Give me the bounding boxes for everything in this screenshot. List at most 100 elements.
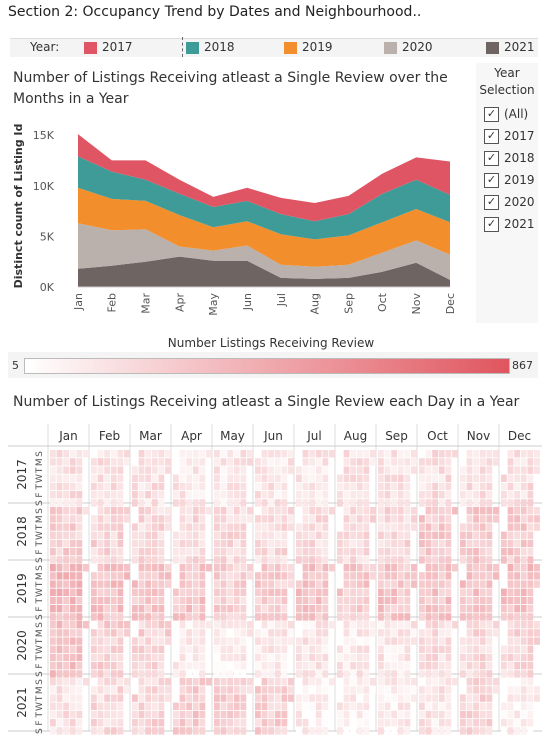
day-cell[interactable] <box>132 613 138 621</box>
day-cell[interactable] <box>63 531 70 539</box>
day-cell[interactable] <box>91 605 97 613</box>
day-cell[interactable] <box>356 605 363 613</box>
day-cell[interactable] <box>404 531 411 539</box>
day-cell[interactable] <box>158 637 165 645</box>
day-cell[interactable] <box>363 474 370 482</box>
day-cell[interactable] <box>63 605 70 613</box>
day-cell[interactable] <box>419 458 425 466</box>
day-cell[interactable] <box>479 653 486 662</box>
day-cell[interactable] <box>486 653 493 662</box>
day-cell[interactable] <box>356 580 363 588</box>
day-cell[interactable] <box>151 482 158 491</box>
day-cell[interactable] <box>486 710 493 719</box>
day-cell[interactable] <box>438 670 445 678</box>
day-cell[interactable] <box>527 629 534 637</box>
day-cell[interactable] <box>520 499 527 507</box>
day-cell[interactable] <box>145 605 152 613</box>
day-cell[interactable] <box>404 629 411 637</box>
day-cell[interactable] <box>151 694 158 702</box>
day-cell[interactable] <box>337 613 343 621</box>
day-cell[interactable] <box>466 629 473 637</box>
day-cell[interactable] <box>370 450 376 458</box>
day-cell[interactable] <box>356 474 363 482</box>
day-cell[interactable] <box>404 450 411 458</box>
day-cell[interactable] <box>268 564 275 572</box>
day-cell[interactable] <box>192 596 199 605</box>
day-cell[interactable] <box>192 621 199 629</box>
day-cell[interactable] <box>493 629 499 637</box>
day-cell[interactable] <box>63 548 70 556</box>
day-cell[interactable] <box>479 702 486 710</box>
day-cell[interactable] <box>404 588 411 596</box>
checkbox-checked-icon[interactable]: ✓ <box>484 194 499 210</box>
day-cell[interactable] <box>192 499 199 507</box>
day-cell[interactable] <box>322 710 329 719</box>
day-cell[interactable] <box>63 523 70 531</box>
day-cell[interactable] <box>63 637 70 645</box>
day-cell[interactable] <box>479 580 486 588</box>
day-cell[interactable] <box>370 621 376 629</box>
day-cell[interactable] <box>110 499 117 507</box>
day-cell[interactable] <box>179 491 186 499</box>
day-cell[interactable] <box>501 613 507 621</box>
day-cell[interactable] <box>466 523 473 531</box>
day-cell[interactable] <box>363 556 370 564</box>
day-cell[interactable] <box>397 482 404 491</box>
day-cell[interactable] <box>493 458 499 466</box>
day-cell[interactable] <box>186 564 193 572</box>
day-cell[interactable] <box>520 710 527 719</box>
day-cell[interactable] <box>50 621 56 629</box>
day-cell[interactable] <box>309 588 316 596</box>
day-cell[interactable] <box>145 466 152 474</box>
day-cell[interactable] <box>350 580 357 588</box>
day-cell[interactable] <box>76 491 83 499</box>
day-cell[interactable] <box>56 719 63 727</box>
day-cell[interactable] <box>473 605 480 613</box>
day-cell[interactable] <box>76 523 83 531</box>
day-cell[interactable] <box>438 605 445 613</box>
day-cell[interactable] <box>315 458 322 466</box>
day-cell[interactable] <box>220 710 227 719</box>
day-cell[interactable] <box>268 491 275 499</box>
day-cell[interactable] <box>363 686 370 694</box>
day-cell[interactable] <box>97 719 104 727</box>
day-cell[interactable] <box>486 548 493 556</box>
day-cell[interactable] <box>288 621 294 629</box>
day-cell[interactable] <box>192 474 199 482</box>
day-cell[interactable] <box>91 588 97 596</box>
day-cell[interactable] <box>460 523 466 531</box>
day-cell[interactable] <box>145 588 152 596</box>
day-cell[interactable] <box>534 580 540 588</box>
day-cell[interactable] <box>50 670 56 678</box>
day-cell[interactable] <box>384 572 391 580</box>
day-cell[interactable] <box>117 458 124 466</box>
day-cell[interactable] <box>527 515 534 523</box>
day-cell[interactable] <box>411 507 417 515</box>
day-cell[interactable] <box>91 515 97 523</box>
day-cell[interactable] <box>473 564 480 572</box>
day-cell[interactable] <box>302 694 309 702</box>
day-cell[interactable] <box>425 645 432 653</box>
day-cell[interactable] <box>173 653 179 662</box>
day-cell[interactable] <box>445 482 452 491</box>
day-cell[interactable] <box>419 474 425 482</box>
day-cell[interactable] <box>322 572 329 580</box>
day-cell[interactable] <box>261 694 268 702</box>
day-cell[interactable] <box>50 548 56 556</box>
legend-item-2021[interactable]: 2021 <box>504 40 535 54</box>
day-cell[interactable] <box>438 653 445 662</box>
day-cell[interactable] <box>214 678 220 686</box>
day-cell[interactable] <box>460 702 466 710</box>
day-cell[interactable] <box>117 596 124 605</box>
day-cell[interactable] <box>343 621 350 629</box>
day-cell[interactable] <box>145 694 152 702</box>
day-cell[interactable] <box>479 539 486 548</box>
day-cell[interactable] <box>404 605 411 613</box>
day-cell[interactable] <box>110 605 117 613</box>
day-cell[interactable] <box>302 621 309 629</box>
day-cell[interactable] <box>445 613 452 621</box>
day-cell[interactable] <box>214 596 220 605</box>
day-cell[interactable] <box>534 507 540 515</box>
day-cell[interactable] <box>281 572 288 580</box>
day-cell[interactable] <box>63 719 70 727</box>
